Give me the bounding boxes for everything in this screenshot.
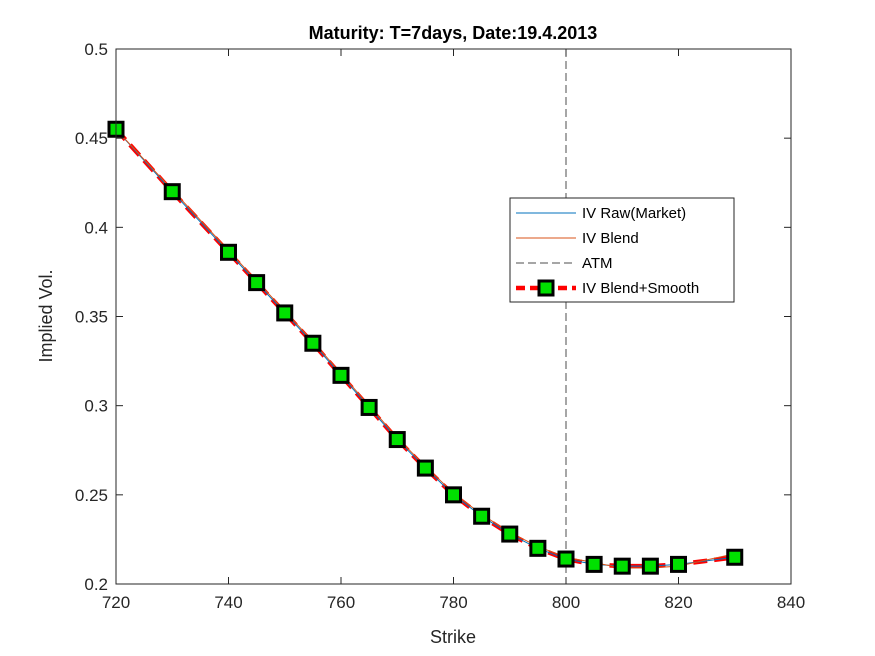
x-tick-label: 780 bbox=[439, 593, 467, 612]
data-point-iv-blend-smooth bbox=[163, 183, 181, 201]
y-axis-label: Implied Vol. bbox=[36, 269, 56, 362]
y-tick-label: 0.45 bbox=[75, 129, 108, 148]
data-point-iv-blend-smooth bbox=[641, 557, 659, 575]
plot-frame bbox=[115, 48, 792, 585]
legend: IV Raw(Market) IV Blend ATM IV Blend+Smooth bbox=[509, 197, 735, 303]
x-tick-label: 720 bbox=[102, 593, 130, 612]
x-tick-label: 820 bbox=[664, 593, 692, 612]
chart-title: Maturity: T=7days, Date:19.4.2013 bbox=[309, 23, 598, 43]
y-tick-label: 0.3 bbox=[84, 397, 108, 416]
legend-label: ATM bbox=[582, 255, 613, 272]
y-tick-label: 0.25 bbox=[75, 486, 108, 505]
y-tick-label: 0.5 bbox=[84, 40, 108, 59]
data-point-iv-blend-smooth bbox=[445, 486, 462, 504]
x-tick-label: 740 bbox=[214, 593, 242, 612]
data-point-iv-blend-smooth bbox=[276, 304, 294, 322]
x-tick-label: 760 bbox=[327, 593, 355, 612]
data-point-iv-blend-smooth bbox=[304, 334, 322, 352]
data-point-iv-blend-smooth bbox=[248, 274, 266, 292]
data-point-iv-blend-smooth bbox=[557, 550, 575, 568]
y-tick-label: 0.35 bbox=[75, 308, 108, 327]
legend-items: IV Raw(Market) IV Blend ATM IV Blend+Smooth bbox=[516, 205, 699, 297]
data-point-iv-blend-smooth bbox=[726, 548, 744, 566]
data-point-iv-blend-smooth bbox=[332, 366, 350, 384]
legend-label: IV Blend+Smooth bbox=[582, 280, 699, 297]
data-point-iv-blend-smooth bbox=[670, 555, 687, 573]
data-point-iv-blend-smooth bbox=[388, 431, 406, 449]
plot-area bbox=[116, 49, 791, 584]
legend-label: IV Raw(Market) bbox=[582, 205, 686, 222]
data-point-iv-blend-smooth bbox=[529, 539, 547, 557]
ticks-layer: 720 740 760 780 800 820 840 0.2 0.25 0.3 0.35 0.4 0.… bbox=[75, 40, 805, 612]
legend-marker-iv-blend-smooth bbox=[537, 279, 555, 297]
data-point-iv-blend-smooth bbox=[360, 398, 378, 416]
y-tick-label: 0.2 bbox=[84, 575, 108, 594]
marker-layer bbox=[107, 120, 744, 575]
x-tick-label: 840 bbox=[777, 593, 805, 612]
data-point-iv-blend-smooth bbox=[585, 555, 603, 573]
x-tick-label: 800 bbox=[552, 593, 580, 612]
data-point-iv-blend-smooth bbox=[613, 557, 631, 575]
legend-label: IV Blend bbox=[582, 230, 639, 247]
data-point-iv-blend-smooth bbox=[501, 525, 519, 543]
data-point-iv-blend-smooth bbox=[220, 243, 237, 261]
x-axis-label: Strike bbox=[430, 627, 476, 647]
data-point-iv-blend-smooth bbox=[473, 507, 491, 525]
y-tick-label: 0.4 bbox=[84, 218, 108, 237]
data-point-iv-blend-smooth bbox=[416, 459, 434, 477]
